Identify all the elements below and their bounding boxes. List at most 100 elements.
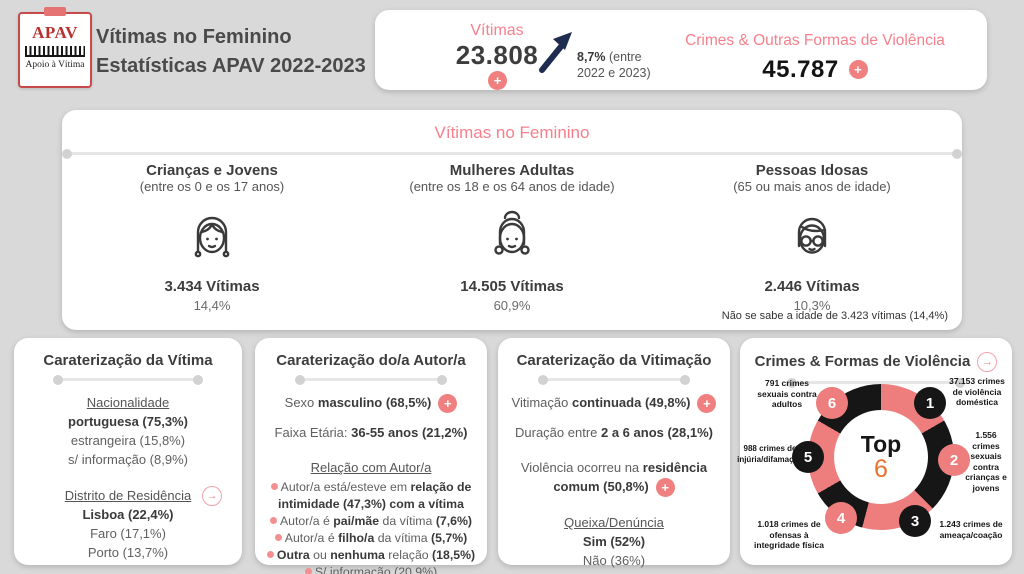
crimes-total-row: 45.787	[675, 56, 955, 84]
bullet-icon	[304, 568, 312, 574]
stat-line: S/ informação (12%)	[498, 570, 730, 574]
location-line: Violência ocorreu na residência comum (5…	[498, 458, 730, 498]
text-bold: relação de intimidade (47,3%) com a víti…	[278, 480, 472, 512]
growth-note-2: 2022 e 2023)	[577, 66, 651, 80]
relation-item: S/ informação (20,9%)	[261, 564, 481, 574]
donut-center: Top 6	[834, 410, 928, 504]
text: Autor/a está/esteve em	[280, 480, 411, 495]
panel-author-characterization: Caraterização do/a Autor/a Sexo masculin…	[255, 338, 487, 574]
crime-label-6: 791 crimes sexuais contra adultos	[757, 378, 817, 409]
girl-icon	[62, 196, 362, 278]
bullet-icon	[270, 483, 278, 491]
rank-badge-4: 4	[825, 502, 857, 534]
group-name: Pessoas Idosas	[755, 162, 869, 179]
divider	[294, 374, 448, 385]
logo-tagline: Apoio à Vítima	[25, 60, 85, 70]
elder-woman-icon	[662, 196, 962, 278]
group-percent: 10,3%	[793, 298, 831, 313]
group-name: Mulheres Adultas	[449, 162, 575, 179]
bullet-icon	[274, 534, 282, 542]
relation-list: Autor/a está/esteve em relação de intimi…	[255, 479, 487, 574]
group-value: 3.434 Vítimas	[164, 278, 260, 295]
divider	[786, 377, 966, 388]
panel-crimes-top6: Crimes & Formas de Violência Top 6 1 2 3…	[737, 338, 1012, 565]
relation-item: Outra ou nenhuma relação (18,5%)	[261, 547, 481, 564]
stat-line: portuguesa (75,3%)	[68, 414, 188, 429]
bullet-icon	[269, 517, 277, 525]
panel-victimization-characterization: Caraterização da Vitimação Vitimação con…	[498, 338, 730, 574]
relation-item: Autor/a é filho/a da vítima (5,7%)	[261, 530, 481, 547]
circle-arrow-icon[interactable]	[202, 486, 222, 506]
text: ou	[309, 548, 331, 563]
apav-logo: APAV Apoio à Vítima	[18, 7, 92, 88]
author-sex-line: Sexo masculino (68,5%)	[255, 393, 487, 414]
growth-note-1: (entre	[605, 50, 642, 64]
group-children: Crianças e Jovens (entre os 0 e os 17 an…	[62, 162, 362, 313]
group-value: 2.446 Vítimas	[764, 278, 860, 295]
donut-center-value: 6	[874, 455, 888, 483]
panel-title: Caraterização da Vitimação	[516, 352, 712, 369]
plus-icon[interactable]	[697, 394, 717, 414]
text-bold: (5,7%)	[431, 531, 468, 546]
text: relação	[384, 548, 433, 563]
people-silhouettes-icon	[25, 46, 85, 57]
rank-badge-3: 3	[899, 505, 931, 537]
stat-line: Não (36%)	[582, 553, 646, 569]
plus-icon[interactable]	[655, 478, 675, 498]
panel-title: Caraterização da Vítima	[43, 352, 213, 369]
crimes-label: Crimes & Outras Formas de Violência	[685, 32, 945, 49]
page-title-line2: Estatísticas APAV 2022-2023	[96, 55, 366, 77]
text: da vítima	[374, 531, 432, 546]
text: Duração entre	[515, 425, 601, 441]
rank-badge-1: 1	[914, 387, 946, 419]
group-elderly: Pessoas Idosas (65 ou mais anos de idade…	[662, 162, 962, 313]
growth-delta: 8,7% (entre 2022 e 2023)	[577, 49, 717, 81]
donut-center-label: Top	[860, 431, 902, 457]
text-bold: (18,5%)	[432, 548, 476, 563]
text-bold: Outra	[276, 548, 310, 563]
overview-card: Vítimas no Feminino Crianças e Jovens (e…	[62, 110, 962, 330]
text: Autor/a é	[279, 514, 334, 529]
crime-label-4: 1.018 crimes de ofensas à integridade fí…	[754, 519, 824, 550]
rank-badge-2: 2	[938, 444, 970, 476]
overview-title: Vítimas no Feminino	[434, 123, 590, 142]
plus-icon[interactable]	[488, 71, 507, 90]
logo-brand-text: APAV	[32, 23, 78, 42]
crime-label-5: 988 crimes de injúria/difamação	[737, 444, 803, 464]
text: Autor/a é	[284, 531, 339, 546]
rank-badge-6: 6	[816, 387, 848, 419]
text-bold: residência comum (50,8%)	[553, 460, 708, 495]
woman-icon	[362, 196, 662, 278]
text-bold: filho/a	[338, 531, 375, 546]
text-bold: 36-55 anos (21,2%)	[351, 425, 468, 441]
rank-badge-5: 5	[792, 441, 824, 473]
text: Sexo	[284, 395, 318, 410]
stat-line: estrangeira (15,8%)	[70, 433, 186, 448]
text: S/ informação (20,9%)	[314, 565, 438, 574]
stat-line: Faro (17,1%)	[90, 526, 166, 541]
nationality-heading: Nacionalidade	[86, 395, 170, 410]
author-age-line: Faixa Etária: 36-55 anos (21,2%)	[255, 423, 487, 442]
group-value: 14.505 Vítimas	[460, 278, 564, 295]
bullet-icon	[266, 551, 274, 559]
group-percent: 60,9%	[493, 298, 531, 313]
plus-icon[interactable]	[438, 394, 458, 414]
crimes-total: 45.787	[762, 56, 839, 83]
text: Violência ocorreu na	[520, 460, 643, 476]
text: Faixa Etária:	[274, 425, 352, 441]
age-unknown-footnote: Não se sabe a idade de 3.423 vítimas (14…	[721, 310, 948, 322]
text-bold: pai/mãe	[333, 514, 380, 529]
text-bold: 2 a 6 anos (28,1%)	[601, 425, 713, 441]
page-title: Vítimas no Feminino Estatísticas APAV 20…	[96, 23, 366, 81]
text: Vitimação	[511, 395, 572, 410]
growth-arrow-icon	[539, 32, 572, 73]
top-stats-card: Vítimas 23.808 8,7% (entre 2022 e 2023) …	[375, 10, 987, 90]
relation-item: Autor/a é pai/mãe da vítima (7,6%)	[261, 513, 481, 530]
duration-line: Duração entre 2 a 6 anos (28,1%)	[498, 423, 730, 442]
plus-icon[interactable]	[848, 60, 868, 79]
circle-arrow-icon[interactable]	[977, 352, 998, 372]
group-range: (entre os 0 e os 17 anos)	[139, 179, 285, 194]
crime-label-3: 1.243 crimes de ameaça/coação	[939, 519, 1003, 540]
growth-percent: 8,7%	[577, 50, 606, 64]
relation-item: Autor/a está/esteve em relação de intimi…	[261, 479, 481, 513]
